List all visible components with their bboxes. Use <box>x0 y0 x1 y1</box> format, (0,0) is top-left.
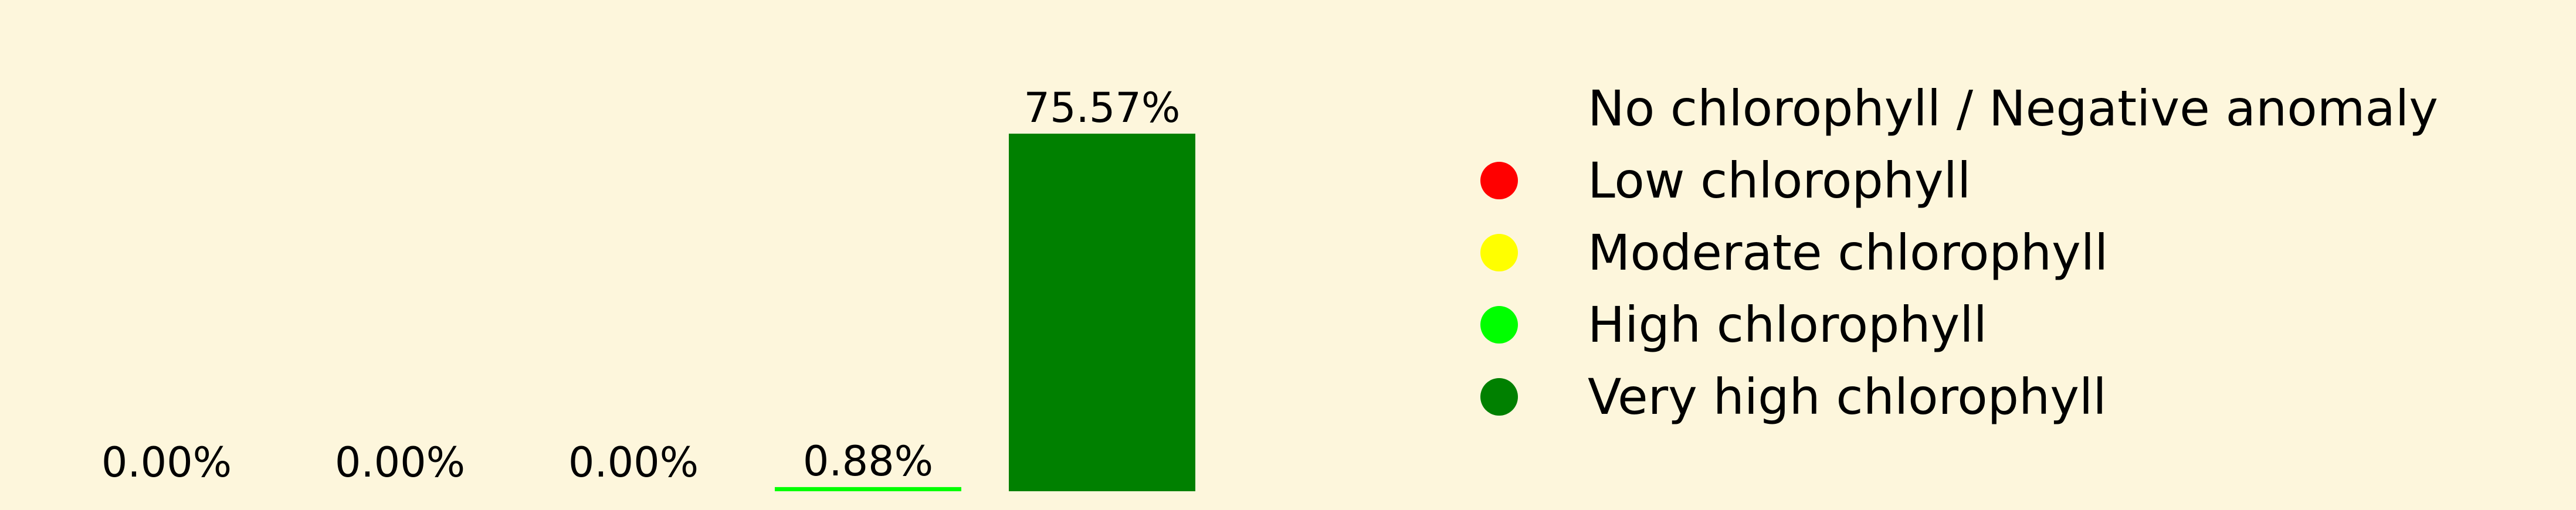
legend: No chlorophyll / Negative anomaly Low chl… <box>1480 80 2438 426</box>
legend-label-high-chlorophyll: High chlorophyll <box>1588 296 1987 353</box>
bars-group <box>775 134 1195 491</box>
bar-value-labels: 0.00% 0.00% 0.00% 0.88% 75.57% <box>101 84 1181 487</box>
bar-label-no-chlorophyll-negative-anomaly: 0.00% <box>101 438 232 487</box>
bar-very-high-chlorophyll <box>1009 134 1195 491</box>
legend-marker-no-chlorophyll-negative-anomaly <box>1480 90 1518 127</box>
legend-label-moderate-chlorophyll: Moderate chlorophyll <box>1588 224 2108 281</box>
legend-marker-very-high-chlorophyll <box>1480 378 1518 416</box>
bar-label-high-chlorophyll: 0.88% <box>803 437 933 485</box>
legend-label-low-chlorophyll: Low chlorophyll <box>1588 152 1971 209</box>
bar-label-moderate-chlorophyll: 0.00% <box>568 438 699 487</box>
legend-marker-moderate-chlorophyll <box>1480 234 1518 271</box>
legend-label-no-chlorophyll-negative-anomaly: No chlorophyll / Negative anomaly <box>1588 80 2438 137</box>
bar-high-chlorophyll <box>775 487 961 491</box>
bar-label-low-chlorophyll: 0.00% <box>335 438 465 487</box>
legend-marker-high-chlorophyll <box>1480 306 1518 344</box>
legend-marker-low-chlorophyll <box>1480 162 1518 199</box>
bar-label-very-high-chlorophyll: 75.57% <box>1024 84 1181 132</box>
legend-label-very-high-chlorophyll: Very high chlorophyll <box>1588 368 2107 426</box>
